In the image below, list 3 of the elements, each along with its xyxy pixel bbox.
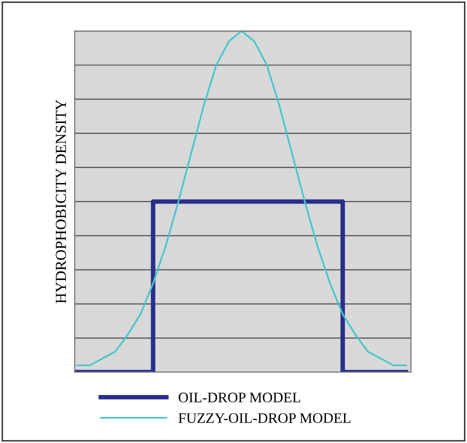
y-axis-title: HYDROPHOBICITY DENSITY bbox=[56, 100, 66, 304]
legend-label: FUZZY-OIL-DROP MODEL bbox=[178, 413, 350, 424]
legend-label: OIL-DROP MODEL bbox=[178, 392, 300, 402]
